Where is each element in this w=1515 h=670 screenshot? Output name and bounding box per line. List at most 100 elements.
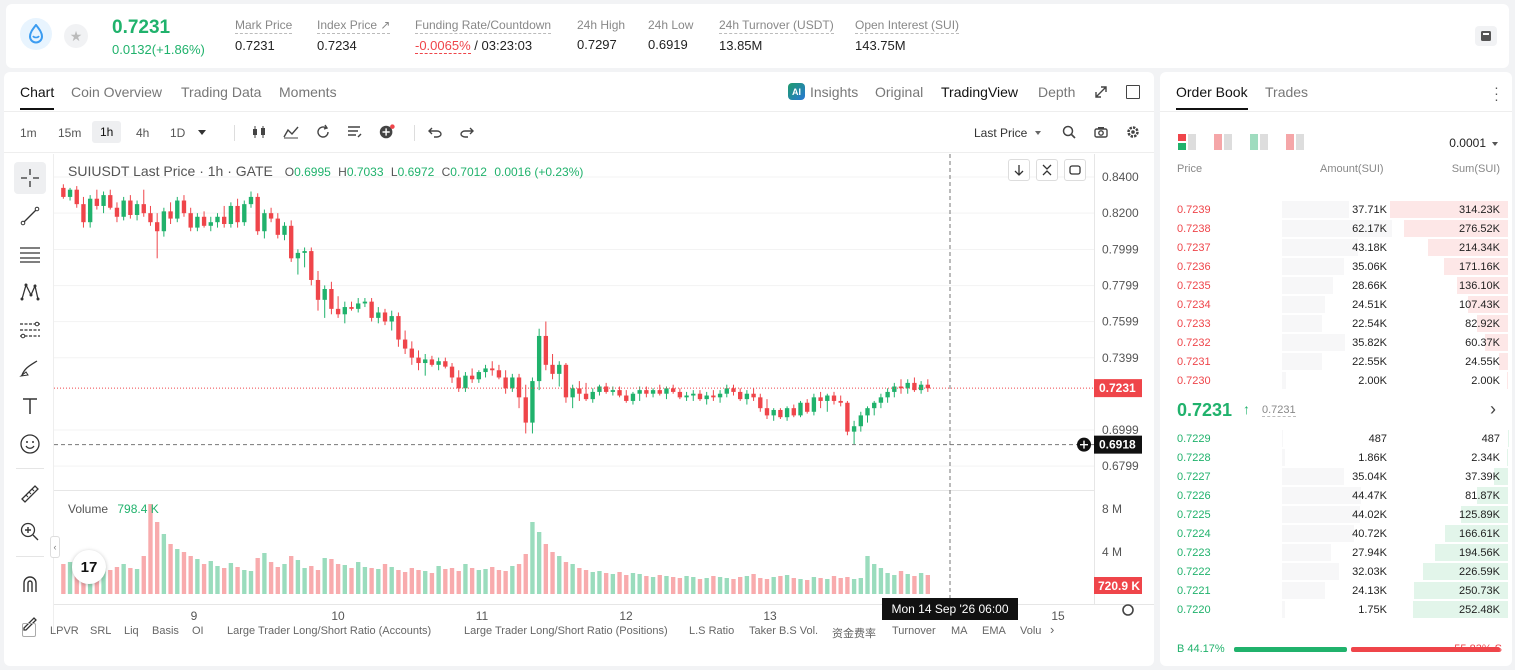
- indicator-taker-bs-vol[interactable]: Taker B.S Vol.: [749, 625, 819, 637]
- order-book-row[interactable]: 0.7234 24.51K 107.43K: [1160, 295, 1512, 314]
- order-book-row[interactable]: 0.7224 40.72K 166.61K: [1160, 524, 1512, 543]
- stat-label[interactable]: Mark Price: [235, 18, 293, 34]
- horizontal-lines-icon[interactable]: [14, 238, 46, 270]
- fib-retracement-icon[interactable]: [14, 314, 46, 346]
- order-book-row[interactable]: 0.7230 2.00K 2.00K: [1160, 371, 1512, 390]
- compare-icon[interactable]: [314, 123, 332, 141]
- emoji-icon[interactable]: [14, 428, 46, 460]
- collapse-icon[interactable]: [1036, 159, 1058, 181]
- settings-gear-icon[interactable]: [1124, 123, 1142, 141]
- collapse-toolbar-chevron-icon[interactable]: ‹: [50, 536, 60, 558]
- price-type-select[interactable]: Last Price: [974, 126, 1028, 140]
- stat-label[interactable]: Index Price ↗: [317, 18, 391, 34]
- mark-price-small[interactable]: 0.7231: [1262, 404, 1296, 417]
- tab-depth[interactable]: Depth: [1038, 84, 1076, 100]
- indicator-oi[interactable]: OI: [192, 625, 204, 637]
- crosshair-icon[interactable]: [14, 162, 46, 194]
- indicator-panel-icon[interactable]: [22, 623, 36, 637]
- order-book-row[interactable]: 0.7239 37.71K 314.23K: [1160, 200, 1512, 219]
- indicator-scroll-right-icon[interactable]: ›: [1050, 622, 1055, 637]
- legend-symbol[interactable]: SUIUSDT Last Price · 1h · GATE: [68, 163, 273, 179]
- interval-dropdown-icon[interactable]: [198, 130, 206, 135]
- add-indicator-icon[interactable]: [378, 123, 396, 141]
- order-book-row[interactable]: 0.7237 43.18K 214.34K: [1160, 238, 1512, 257]
- order-book-row[interactable]: 0.7227 35.04K 37.39K: [1160, 467, 1512, 486]
- view-bids-icon[interactable]: [1250, 134, 1268, 150]
- order-book-row[interactable]: 0.7231 22.55K 24.55K: [1160, 352, 1512, 371]
- tab-insights[interactable]: Insights: [810, 84, 859, 100]
- zoom-in-icon[interactable]: [14, 516, 46, 548]
- order-book-row[interactable]: 0.7225 44.02K 125.89K: [1160, 505, 1512, 524]
- favorite-star-icon[interactable]: ★: [64, 24, 88, 48]
- search-icon[interactable]: [1060, 123, 1078, 141]
- indicator-srl[interactable]: SRL: [90, 625, 112, 637]
- scroll-down-icon[interactable]: [1008, 159, 1030, 181]
- tab-tradingview[interactable]: TradingView: [941, 84, 1019, 100]
- brush-icon[interactable]: [14, 352, 46, 384]
- pattern-icon[interactable]: [14, 276, 46, 308]
- indicator-basis[interactable]: Basis: [152, 625, 179, 637]
- text-tool-icon[interactable]: [14, 390, 46, 422]
- view-asks-icon[interactable]: [1214, 134, 1232, 150]
- order-book-row[interactable]: 0.7228 1.86K 2.34K: [1160, 448, 1512, 467]
- order-book-row[interactable]: 0.7229 487 487: [1160, 429, 1512, 448]
- stat-label[interactable]: Open Interest (SUI): [855, 18, 960, 34]
- order-book-row[interactable]: 0.7223 27.94K 194.56K: [1160, 543, 1512, 562]
- tradingview-logo[interactable]: 17: [72, 550, 106, 584]
- view-both-icon[interactable]: [1178, 134, 1196, 150]
- stat-label[interactable]: 24h Turnover (USDT): [719, 18, 834, 34]
- indicator-volume[interactable]: Volu: [1020, 625, 1042, 637]
- order-book-row[interactable]: 0.7226 44.47K 81.87K: [1160, 486, 1512, 505]
- interval-4h[interactable]: 4h: [136, 126, 150, 140]
- tab-coin-overview[interactable]: Coin Overview: [71, 84, 163, 100]
- order-book-row[interactable]: 0.7238 62.17K 276.52K: [1160, 219, 1512, 238]
- magnet-icon[interactable]: [14, 568, 46, 600]
- indicator-large-trader-accounts[interactable]: Large Trader Long/Short Ratio (Accounts): [227, 625, 432, 637]
- stat-label[interactable]: Funding Rate/Countdown: [415, 18, 552, 34]
- indicator-lpvr[interactable]: LPVR: [50, 625, 79, 637]
- precision-chevron-icon[interactable]: [1492, 142, 1498, 146]
- tab-trading-data[interactable]: Trading Data: [181, 84, 262, 100]
- camera-icon[interactable]: [1092, 123, 1110, 141]
- window-icon[interactable]: [1126, 85, 1140, 99]
- tab-moments[interactable]: Moments: [279, 84, 337, 100]
- ai-insights-icon[interactable]: AI: [788, 83, 805, 100]
- indicator-ema[interactable]: EMA: [982, 625, 1006, 637]
- interval-1h[interactable]: 1h: [92, 121, 122, 143]
- view-split-icon[interactable]: [1286, 134, 1304, 150]
- interval-15m[interactable]: 15m: [58, 126, 82, 140]
- order-book-row[interactable]: 0.7221 24.13K 250.73K: [1160, 581, 1512, 600]
- order-book-row[interactable]: 0.7220 1.75K 252.48K: [1160, 600, 1512, 619]
- expand-icon[interactable]: [1094, 85, 1108, 102]
- indicator-large-trader-positions[interactable]: Large Trader Long/Short Ratio (Positions…: [464, 625, 668, 637]
- interval-1m[interactable]: 1m: [20, 126, 37, 140]
- order-book-row[interactable]: 0.7236 35.06K 171.16K: [1160, 257, 1512, 276]
- indicator-liq[interactable]: Liq: [124, 625, 139, 637]
- price-type-chevron-icon[interactable]: [1035, 131, 1041, 135]
- mid-chevron-right-icon[interactable]: ›: [1490, 399, 1496, 419]
- reset-view-icon[interactable]: [1064, 159, 1086, 181]
- tab-trades[interactable]: Trades: [1265, 84, 1309, 100]
- interval-1d[interactable]: 1D: [170, 126, 186, 140]
- indicator-ls-ratio[interactable]: L.S Ratio: [689, 625, 735, 637]
- undo-icon[interactable]: [426, 123, 444, 141]
- tab-chart[interactable]: Chart: [20, 84, 55, 110]
- order-book-row[interactable]: 0.7222 32.03K 226.59K: [1160, 562, 1512, 581]
- candlestick-chart[interactable]: 0.8400 0.8200 0.7999 0.7799 0.7599 0.7399 0.69…: [54, 154, 1154, 624]
- tab-original[interactable]: Original: [875, 84, 924, 100]
- indicator-funding-rate[interactable]: 资金费率: [832, 628, 876, 640]
- trend-line-icon[interactable]: [14, 200, 46, 232]
- pencil-lock-icon[interactable]: [14, 606, 46, 638]
- calculator-icon[interactable]: [1475, 26, 1497, 46]
- indicators-icon[interactable]: [282, 123, 300, 141]
- time-axis-settings-icon[interactable]: [1122, 604, 1134, 616]
- redo-icon[interactable]: [458, 123, 476, 141]
- template-icon[interactable]: [346, 123, 364, 141]
- indicator-turnover[interactable]: Turnover: [892, 625, 936, 637]
- order-book-row[interactable]: 0.7233 22.54K 82.92K: [1160, 314, 1512, 333]
- more-options-icon[interactable]: · · ·: [1494, 79, 1499, 107]
- tab-order-book[interactable]: Order Book: [1176, 84, 1248, 110]
- order-book-row[interactable]: 0.7232 35.82K 60.37K: [1160, 333, 1512, 352]
- order-book-row[interactable]: 0.7235 28.66K 136.10K: [1160, 276, 1512, 295]
- indicator-ma[interactable]: MA: [951, 625, 968, 637]
